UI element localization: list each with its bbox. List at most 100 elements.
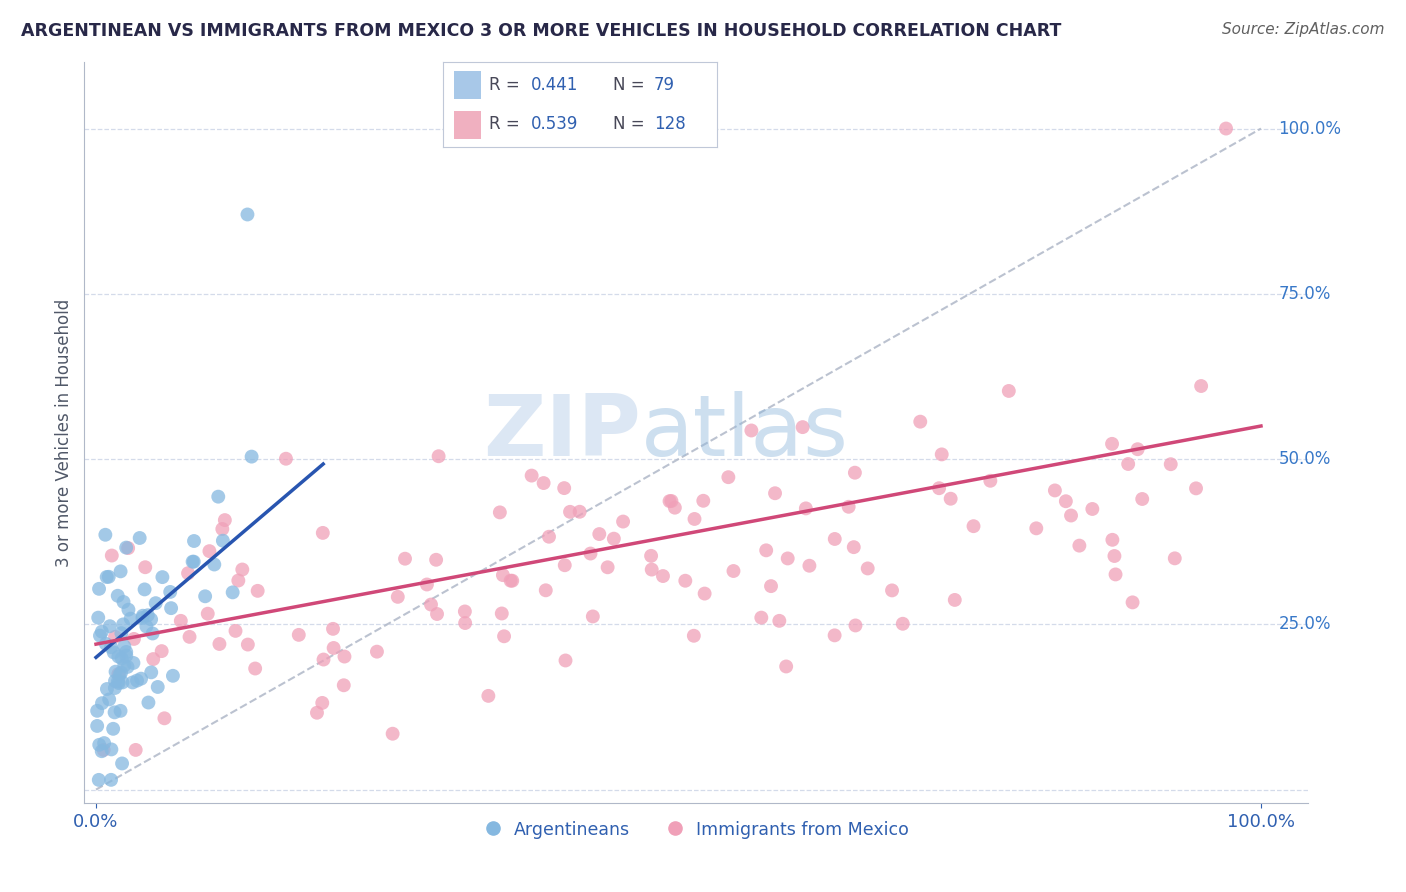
Point: [305, 706, 328, 720]
Point: [1104, 549, 1126, 563]
Point: [1104, 567, 1126, 582]
Point: [454, 604, 477, 618]
Point: [142, 626, 165, 640]
Point: [112, 640, 135, 654]
Point: [891, 616, 914, 631]
Bar: [454, 71, 481, 99]
Point: [274, 451, 297, 466]
Point: [96, 570, 118, 584]
Point: [682, 629, 704, 643]
Point: [97, 570, 120, 584]
Point: [749, 610, 772, 624]
Point: [763, 486, 786, 500]
Point: [844, 618, 866, 632]
Point: [91, 696, 114, 710]
Point: [104, 665, 127, 679]
Bar: [454, 111, 481, 139]
Point: [658, 494, 681, 508]
Point: [842, 540, 865, 554]
Point: [183, 555, 205, 569]
Point: [652, 569, 675, 583]
Text: N =: N =: [613, 77, 650, 95]
Point: [931, 447, 953, 461]
Point: [145, 596, 167, 610]
Text: N =: N =: [613, 115, 650, 133]
Point: [489, 505, 512, 519]
Point: [228, 574, 250, 588]
Point: [492, 568, 515, 582]
Point: [588, 527, 610, 541]
Point: [477, 689, 499, 703]
Point: [426, 607, 449, 621]
Y-axis label: 3 or more Vehicles in Household: 3 or more Vehicles in Household: [55, 299, 73, 566]
Point: [582, 609, 605, 624]
Point: [311, 696, 333, 710]
Point: [579, 547, 602, 561]
Point: [93, 736, 115, 750]
Point: [692, 493, 714, 508]
Text: ARGENTINEAN VS IMMIGRANTS FROM MEXICO 3 OR MORE VEHICLES IN HOUSEHOLD CORRELATIO: ARGENTINEAN VS IMMIGRANTS FROM MEXICO 3 …: [21, 22, 1062, 40]
Point: [943, 593, 966, 607]
Text: 100.0%: 100.0%: [1278, 120, 1341, 137]
Point: [87, 610, 110, 624]
Point: [494, 629, 516, 643]
Point: [135, 619, 157, 633]
Point: [491, 607, 513, 621]
Point: [136, 608, 159, 623]
Text: 75.0%: 75.0%: [1278, 285, 1331, 302]
Point: [98, 619, 121, 633]
Point: [1160, 457, 1182, 471]
Point: [98, 692, 121, 706]
Point: [89, 629, 111, 643]
Point: [1069, 539, 1091, 553]
Point: [117, 602, 139, 616]
Point: [534, 583, 557, 598]
Point: [880, 583, 903, 598]
Point: [939, 491, 962, 506]
Point: [112, 595, 135, 609]
Point: [177, 566, 200, 581]
Point: [110, 565, 132, 579]
Point: [824, 628, 846, 642]
Point: [236, 207, 259, 221]
Point: [962, 519, 984, 533]
Point: [107, 649, 129, 664]
Point: [856, 561, 879, 575]
Point: [288, 628, 311, 642]
Point: [998, 384, 1021, 398]
Point: [181, 555, 204, 569]
Point: [104, 673, 127, 688]
Point: [122, 656, 145, 670]
Point: [107, 667, 129, 681]
Point: [153, 711, 176, 725]
Point: [160, 601, 183, 615]
Point: [537, 530, 560, 544]
Point: [117, 541, 139, 555]
Text: Source: ZipAtlas.com: Source: ZipAtlas.com: [1222, 22, 1385, 37]
Point: [1185, 481, 1208, 495]
Point: [1130, 491, 1153, 506]
Point: [110, 626, 132, 640]
Text: 128: 128: [654, 115, 686, 133]
Point: [799, 558, 821, 573]
Point: [121, 675, 143, 690]
Point: [128, 531, 150, 545]
Point: [107, 589, 129, 603]
Point: [183, 534, 205, 549]
Point: [122, 632, 145, 646]
Point: [89, 738, 111, 752]
Point: [387, 590, 409, 604]
Point: [110, 704, 132, 718]
Point: [134, 560, 156, 574]
Point: [146, 680, 169, 694]
Point: [132, 608, 155, 623]
Point: [723, 564, 745, 578]
Point: [90, 744, 112, 758]
Text: R =: R =: [489, 115, 526, 133]
Point: [928, 481, 950, 495]
Point: [243, 661, 266, 675]
Point: [333, 678, 356, 692]
Point: [117, 660, 139, 674]
Point: [1060, 508, 1083, 523]
Point: [425, 553, 447, 567]
